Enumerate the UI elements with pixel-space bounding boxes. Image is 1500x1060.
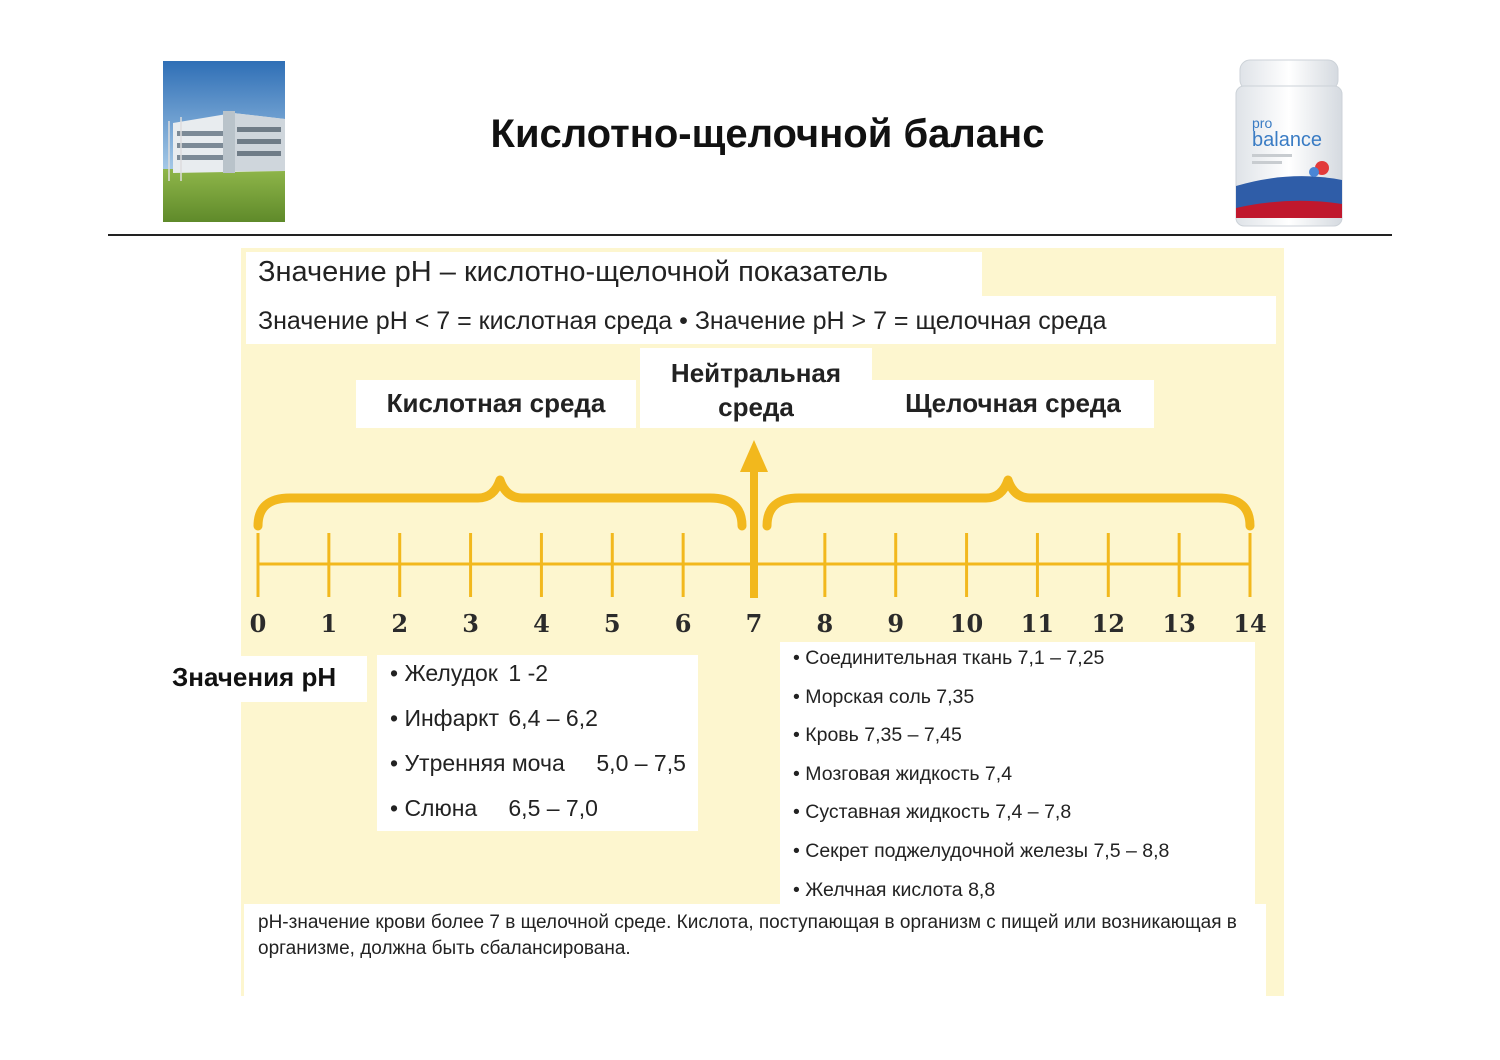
- balance-note: pH-значение крови более 7 в щелочной сре…: [258, 912, 1237, 959]
- neutral-arrow: [740, 440, 768, 598]
- scale-tick-label: 4: [533, 609, 550, 638]
- alkaline-value-item: • Желчная кислота 8,8: [793, 878, 996, 901]
- ph-heading-background: [163, 656, 367, 702]
- acidic-value-range: 1 -2: [508, 660, 549, 686]
- ph-definition-headline: Значение pH – кислотно-щелочной показате…: [258, 256, 889, 288]
- scale-tick-label: 7: [746, 609, 763, 638]
- scale-tick-label: 5: [604, 609, 621, 638]
- note-background: [244, 904, 1266, 996]
- scale-tick-label: 8: [817, 609, 834, 638]
- scale-tick-label: 11: [1021, 609, 1054, 638]
- scale-tick-label: 10: [950, 609, 983, 638]
- scale-tick-label: 1: [321, 609, 338, 638]
- headline-background: [246, 252, 982, 296]
- scale-tick-label: 9: [887, 609, 904, 638]
- acidic-value-item: • Слюна 6,5 – 7,0: [390, 795, 686, 840]
- acidic-value-range: 5,0 – 7,5: [596, 750, 686, 776]
- acidic-value-item: • Желудок 1 -2: [390, 660, 686, 705]
- acidic-value-range: 6,5 – 7,0: [508, 795, 598, 821]
- scale-tick-label: 6: [675, 609, 692, 638]
- ph-definition-subline: Значение pH < 7 = кислотная среда • Знач…: [258, 307, 1107, 335]
- acidic-value-item: • Утренняя моча 5,0 – 7,5: [390, 750, 686, 795]
- alkaline-value-item: • Мозговая жидкость 7,4: [793, 762, 1013, 785]
- neutral-region-label-line2: среда: [718, 392, 794, 422]
- acid-region-label: Кислотная среда: [386, 388, 606, 418]
- acidic-value-name: • Желудок: [390, 660, 498, 686]
- alkaline-value-item: • Суставная жидкость 7,4 – 7,8: [793, 801, 1072, 824]
- acid-brace: [253, 475, 747, 531]
- product-jar-image: pro balance: [1230, 58, 1348, 228]
- acid-label-background: [356, 380, 636, 428]
- scale-tick-label: 12: [1092, 609, 1125, 638]
- scale-tick-label: 0: [250, 609, 267, 638]
- jar-logo-prefix: pro: [1252, 115, 1272, 131]
- acidic-values-list: • Желудок 1 -2 • Инфаркт 6,4 – 6,2 • Утрен…: [390, 660, 686, 840]
- alkaline-values-list: • Соединительная ткань 7,1 – 7,25 • Морск…: [793, 647, 1169, 917]
- jar-logo-name: balance: [1252, 129, 1322, 151]
- page-title: Кислотно-щелочной баланс: [490, 112, 1045, 156]
- scale-tick-label: 13: [1162, 609, 1195, 638]
- alkaline-label-background: [872, 380, 1154, 428]
- acid-list-background: [377, 655, 698, 831]
- acidic-value-name: • Слюна: [390, 795, 478, 821]
- building-photo: [163, 61, 285, 222]
- neutral-label-background: [640, 348, 872, 428]
- alkaline-brace: [762, 475, 1255, 531]
- acidic-value-name: • Инфаркт: [390, 705, 500, 731]
- alkaline-value-item: • Соединительная ткань 7,1 – 7,25: [793, 647, 1105, 669]
- scale-tick-label: 2: [391, 609, 408, 638]
- acidic-value-range: 6,4 – 6,2: [508, 705, 598, 731]
- alkaline-value-item: • Морская соль 7,35: [793, 685, 975, 708]
- ph-values-heading: Значения pH: [172, 662, 337, 692]
- alkaline-region-label: Щелочная среда: [905, 388, 1121, 418]
- header-divider: [108, 234, 1392, 236]
- neutral-region-label-line1: Нейтральная: [670, 358, 842, 388]
- scale-tick-label: 3: [462, 609, 479, 638]
- alkaline-list-background: [780, 642, 1255, 910]
- acidic-value-name: • Утренняя моча: [390, 750, 565, 776]
- alkaline-value-item: • Кровь 7,35 – 7,45: [793, 724, 962, 747]
- acidic-value-item: • Инфаркт 6,4 – 6,2: [390, 705, 686, 750]
- alkaline-value-item: • Секрет поджелудочной железы 7,5 – 8,8: [793, 839, 1170, 862]
- neutral-region-label: Нейтральная среда: [640, 356, 872, 424]
- scale-tick-label: 14: [1233, 609, 1266, 638]
- subline-background: [246, 296, 1276, 344]
